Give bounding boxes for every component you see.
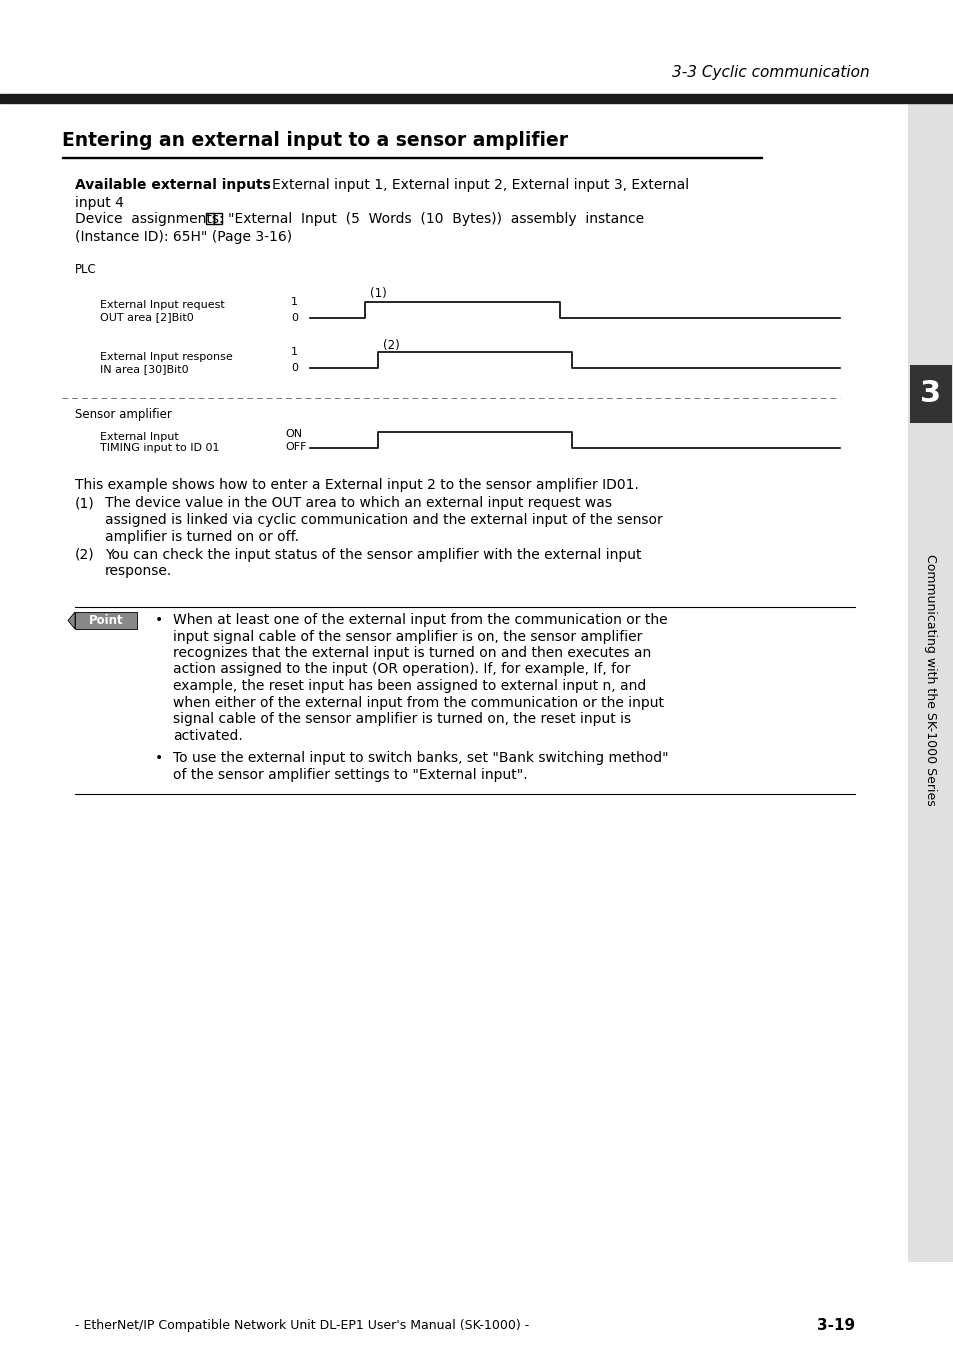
Bar [213,214,222,224]
Text: assigned is linked via cyclic communication and the external input of the sensor: assigned is linked via cyclic communicat… [105,512,662,527]
Text: - EtherNet/IP Compatible Network Unit DL-EP1 User's Manual (SK-1000) -: - EtherNet/IP Compatible Network Unit DL… [75,1318,529,1332]
Text: Device  assignments:: Device assignments: [75,212,233,226]
Text: (1): (1) [370,288,386,300]
Bar [907,97,953,1261]
Text: OUT area [2]Bit0: OUT area [2]Bit0 [100,312,193,322]
Text: of the sensor amplifier settings to "External input".: of the sensor amplifier settings to "Ext… [172,768,527,781]
Polygon shape [68,612,75,629]
Text: amplifier is turned on or off.: amplifier is turned on or off. [105,530,298,544]
Text: Sensor amplifier: Sensor amplifier [75,408,172,420]
Text: (2): (2) [75,548,94,562]
Text: input 4: input 4 [75,196,124,210]
Text: (1): (1) [75,496,94,511]
Text: PLC: PLC [75,264,96,276]
Text: "External  Input  (5  Words  (10  Bytes))  assembly  instance: "External Input (5 Words (10 Bytes)) ass… [228,212,643,226]
Text: 1: 1 [291,347,297,357]
Text: To use the external input to switch banks, set "Bank switching method": To use the external input to switch bank… [172,750,668,765]
Text: activated.: activated. [172,729,242,742]
Text: 3: 3 [920,380,941,408]
Text: : External input 1, External input 2, External input 3, External: : External input 1, External input 2, Ex… [263,178,688,192]
Text: TIMING input to ID 01: TIMING input to ID 01 [100,443,219,453]
Text: Point: Point [89,614,123,627]
Text: 1: 1 [291,297,297,307]
Text: signal cable of the sensor amplifier is turned on, the reset input is: signal cable of the sensor amplifier is … [172,713,631,726]
Text: •: • [154,612,163,627]
Text: 3-3 Cyclic communication: 3-3 Cyclic communication [672,65,869,80]
Text: (2): (2) [382,339,399,353]
Text: IN area [30]Bit0: IN area [30]Bit0 [100,364,189,375]
Text: This example shows how to enter a External input 2 to the sensor amplifier ID01.: This example shows how to enter a Extern… [75,479,639,492]
Text: You can check the input status of the sensor amplifier with the external input: You can check the input status of the se… [105,548,640,562]
Text: recognizes that the external input is turned on and then executes an: recognizes that the external input is tu… [172,646,651,660]
Text: (Instance ID): 65H" (Page 3-16): (Instance ID): 65H" (Page 3-16) [75,230,292,243]
Text: response.: response. [105,565,172,579]
Bar [206,214,213,224]
Text: when either of the external input from the communication or the input: when either of the external input from t… [172,695,663,710]
Text: action assigned to the input (OR operation). If, for example, If, for: action assigned to the input (OR operati… [172,662,630,676]
Text: External Input: External Input [100,433,178,442]
Text: When at least one of the external input from the communication or the: When at least one of the external input … [172,612,667,627]
Text: 3-19: 3-19 [816,1317,854,1333]
Bar [0,95,953,103]
Bar [62,157,761,158]
Text: OFF: OFF [285,442,306,452]
Text: The device value in the OUT area to which an external input request was: The device value in the OUT area to whic… [105,496,612,511]
Text: Communicating with the SK-1000 Series: Communicating with the SK-1000 Series [923,554,937,806]
Text: Available external inputs: Available external inputs [75,178,271,192]
Bar [75,612,137,629]
Text: ON: ON [285,429,302,439]
Text: •: • [154,750,163,765]
Text: External Input response: External Input response [100,352,233,362]
Text: External Input request: External Input request [100,300,225,310]
Text: input signal cable of the sensor amplifier is on, the sensor amplifier: input signal cable of the sensor amplifi… [172,630,641,644]
Text: 0: 0 [291,314,297,323]
Bar [909,365,951,423]
Text: example, the reset input has been assigned to external input n, and: example, the reset input has been assign… [172,679,645,694]
Text: Entering an external input to a sensor amplifier: Entering an external input to a sensor a… [62,131,568,150]
Text: 0: 0 [291,362,297,373]
